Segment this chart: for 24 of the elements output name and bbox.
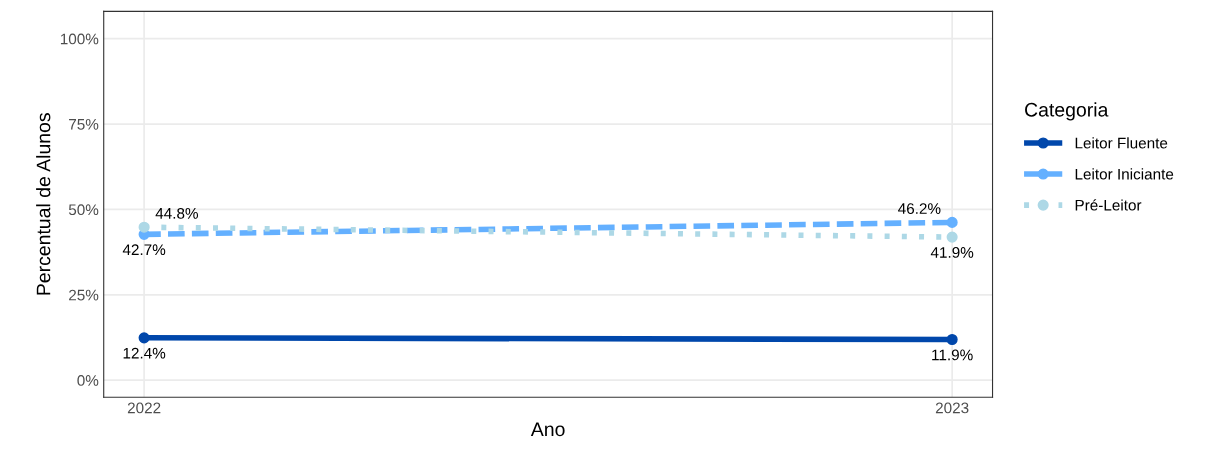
data-label: 42.7% [122,244,166,256]
data-label: 11.9% [932,349,973,361]
x-axis-title: Ano [530,422,565,437]
y-tick-label: 25% [69,289,99,301]
data-label: 12.4% [123,347,166,359]
legend-title: Categoria [1025,102,1109,121]
data-label: 44.8% [155,207,198,219]
y-tick-label: 100% [60,33,99,45]
legend-label: Leitor Iniciante [1075,168,1174,180]
point [138,221,150,233]
legend-label: Pré-Leitor [1075,199,1142,211]
point [946,231,958,243]
y-tick-label: 0% [77,375,99,386]
data-label: 41.9% [930,247,974,258]
x-tick-label: 2023 [935,402,969,414]
point [138,332,150,344]
point [946,333,958,346]
point [946,216,958,228]
legend-label: Leitor Fluente [1075,137,1168,149]
y-tick-label: 75% [69,118,99,130]
x-tick-label: 2022 [127,402,161,414]
y-tick-label: 50% [68,204,99,216]
y-axis-title: Percentual de Alunos [36,113,51,295]
data-label: 46.2% [898,203,941,214]
